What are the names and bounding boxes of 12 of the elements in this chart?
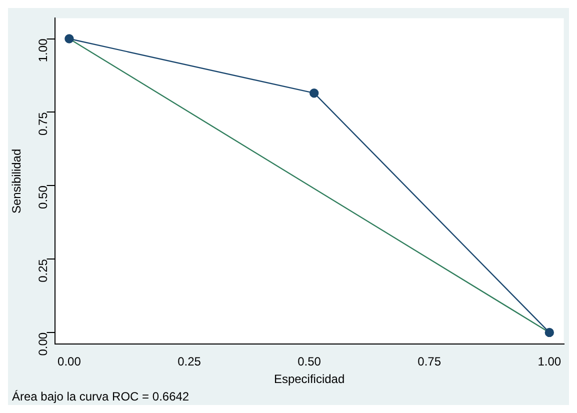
y-tick-label: 0.25 (36, 258, 50, 282)
x-axis-title: Especificidad (274, 372, 345, 386)
x-tick-label: 0.75 (418, 354, 442, 369)
text: Área bajo la curva ROC = 0.6642 (12, 389, 190, 404)
y-axis-title: Sensibilidad (10, 148, 24, 214)
y-tick-label: 1.00 (36, 38, 50, 62)
x-tick-label: 1.00 (538, 354, 562, 369)
x-tick-label: 0.25 (178, 354, 202, 369)
y-tick-label: 0.50 (36, 185, 50, 209)
x-tick-label: 0.50 (298, 354, 322, 369)
y-tick-label: 0.75 (36, 112, 50, 136)
x-tick-label: 0.00 (58, 354, 82, 369)
